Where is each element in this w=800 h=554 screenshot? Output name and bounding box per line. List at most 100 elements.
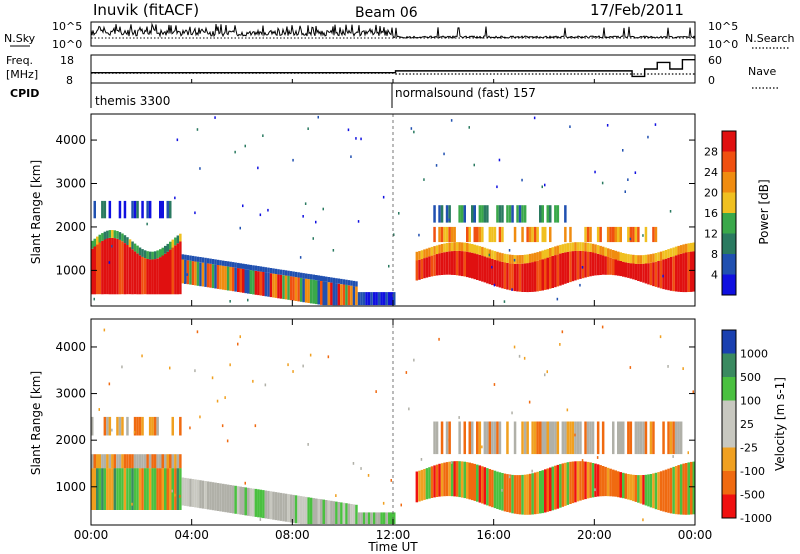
power-cell [267,208,269,212]
cpid-band: themis 3300 normalsound (fast) 157 [90,83,536,108]
power-cell [438,244,441,254]
power-cell [503,300,506,303]
power-cell [141,200,144,219]
power-cell [657,261,660,288]
power-cell [546,257,549,290]
power-cell [274,274,278,298]
power-colorbar-swatch [722,131,736,152]
velocity-cell [420,469,424,501]
velocity-panel: 1000 2000 3000 4000 Slant Range [km] 1000 50… [29,318,787,526]
velocity-cell [204,481,207,509]
power-cell [156,250,159,259]
power-cell [111,230,114,238]
velocity-cell [372,512,376,525]
power-cell [612,258,615,276]
power-cell [347,285,351,306]
power-cell [174,237,177,246]
velocity-colorbar-swatch [722,377,736,401]
velocity-cell [231,485,235,514]
power-cell [138,255,142,295]
power-cell [211,259,215,265]
power-cell [365,292,368,306]
velocity-cell [302,364,304,368]
velocity-cell [247,487,250,516]
power-cell [564,226,567,243]
velocity-cell [634,421,638,455]
velocity-cell [657,472,660,510]
power-cell [133,243,137,252]
velocity-cell [581,459,584,462]
power-cell [629,263,633,279]
power-cell [302,215,304,218]
power-cell [669,210,672,213]
velocity-cell [211,482,215,511]
power-cell [304,278,308,303]
power-cell [473,244,476,254]
power-cell [191,261,195,285]
power-cell [647,263,650,285]
velocity-cell [599,465,602,497]
velocity-cell [546,421,549,455]
power-cell [320,281,323,305]
velocity-cell [433,465,436,498]
velocity-cell [533,472,537,515]
velocity-cell [350,504,353,525]
y-tick-label: 1000 [55,263,86,277]
velocity-cell [521,421,524,455]
power-colorbar-tick: 12 [704,228,718,241]
power-cell [136,245,139,254]
velocity-colorbar: 1000 500 100 25 -25 -100 -500 -1000 [721,329,772,525]
x-tick-label: 04:00 [174,528,209,542]
power-cell [612,250,615,259]
velocity-cell [380,512,383,525]
velocity-cell [629,366,632,369]
power-cell [279,269,283,275]
velocity-cell [677,421,680,455]
power-cell [443,252,446,275]
velocity-cell [292,494,295,523]
power-cell [156,258,159,295]
power-cell [649,262,653,286]
power-cell [327,277,331,283]
velocity-cell [508,475,511,479]
velocity-cell [206,481,210,510]
velocity-cell [164,454,167,469]
velocity-cell [601,466,605,497]
velocity-cell [297,495,300,524]
power-cell [488,253,491,257]
nave-tick-top: 60 [708,54,722,67]
power-cell [443,226,446,243]
power-cell [539,251,542,260]
velocity-cell [287,494,290,523]
velocity-cell [126,468,129,510]
power-cell [627,226,630,243]
velocity-cell [564,421,567,455]
velocity-cell [136,454,139,469]
velocity-cell [116,468,119,510]
power-cell [478,246,482,255]
velocity-cell [375,512,378,525]
velocity-cell [440,421,444,455]
velocity-cell [91,454,94,469]
power-cell [506,262,509,290]
velocity-cell [476,421,479,455]
velocity-cell [294,495,298,524]
power-cell [184,259,187,284]
radar-title: Inuvik (fitACF) [93,1,199,19]
velocity-cell [166,468,169,510]
power-cell [483,205,487,223]
power-cell [342,279,346,285]
power-cell [267,267,270,273]
velocity-colorbar-frame [721,329,737,519]
velocity-cell [546,468,549,512]
velocity-cell [123,454,127,469]
power-cell [448,205,451,223]
velocity-cell [138,468,142,510]
velocity-cell [486,421,489,455]
velocity-cell [113,454,117,469]
velocity-cell [430,466,434,498]
power-cell [108,230,112,238]
velocity-cell [277,492,280,521]
power-cell [350,155,352,158]
power-cell [179,233,182,242]
